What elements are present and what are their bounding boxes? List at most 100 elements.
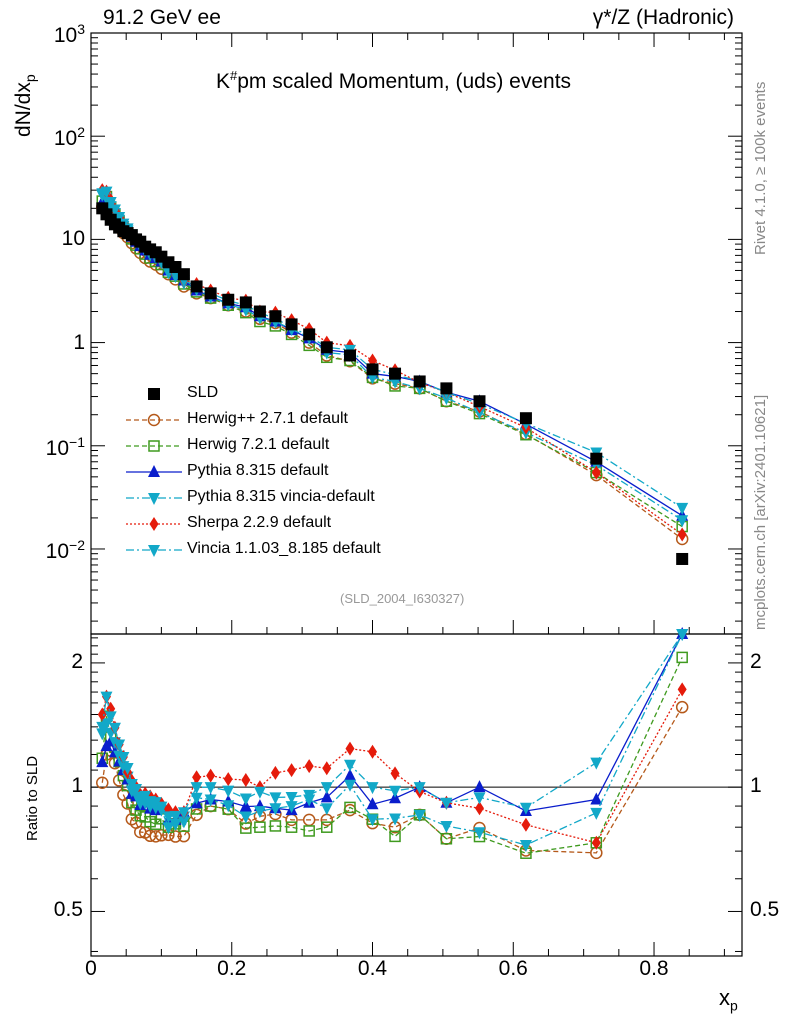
ratio-point — [121, 762, 134, 775]
legend-label: Herwig 7.2.1 default — [187, 436, 330, 454]
ratio-point — [239, 811, 252, 824]
ratio-line — [101, 706, 683, 854]
data-point — [177, 268, 190, 281]
ratio-point — [270, 765, 280, 780]
main-y-tick-label: 102 — [54, 124, 85, 151]
ratio-point — [366, 814, 379, 827]
ratio-point — [321, 821, 333, 833]
legend-marker — [148, 493, 160, 505]
tick-exponent: 2 — [77, 124, 85, 141]
main-ylabel-sub: p — [22, 74, 39, 83]
ratio-point — [96, 755, 109, 768]
data-point — [590, 452, 603, 465]
ratio-point — [149, 797, 162, 810]
ratio-point — [222, 785, 235, 798]
data-point — [239, 296, 252, 309]
ratio-point — [269, 820, 282, 832]
x-tick-label: 0.4 — [357, 956, 388, 980]
ratio-point — [320, 790, 333, 803]
tick-base: 10 — [45, 436, 70, 460]
process-label: γ*/Z (Hadronic) — [592, 6, 734, 29]
ratio-point — [285, 792, 298, 805]
legend-marker — [148, 545, 160, 557]
ratio-y-tick-label-right: 2 — [750, 649, 762, 673]
x-tick-label: 0.8 — [639, 956, 669, 980]
data-point — [104, 197, 117, 210]
ratio-point — [344, 801, 356, 814]
legend-label: Vincia 1.1.03_8.185 default — [187, 540, 381, 558]
legend-label: SLD — [187, 384, 219, 402]
data-point — [676, 502, 689, 515]
ratio-point — [190, 782, 203, 795]
ratio-axis-ticks — [90, 637, 742, 956]
main-y-tick-label: 10−2 — [46, 537, 85, 564]
data-point — [320, 341, 333, 354]
ratio-plot-series — [96, 627, 689, 860]
legend-marker — [149, 517, 159, 531]
tick-base: 10 — [45, 539, 70, 563]
legend-marker — [147, 413, 161, 427]
ratio-point — [303, 789, 316, 802]
ratio-point — [590, 807, 603, 820]
ratio-point — [155, 801, 168, 814]
ratio-point — [389, 813, 402, 826]
ratio-point — [285, 801, 298, 814]
main-y-tick-label: 1 — [73, 331, 85, 355]
ratio-point — [125, 812, 139, 826]
ratio-point — [204, 782, 217, 795]
ratio-point — [366, 797, 379, 810]
ratio-plot-frame — [90, 633, 743, 957]
data-point — [440, 382, 453, 395]
legend — [126, 388, 182, 557]
ratio-point — [130, 783, 143, 796]
ratio-point — [366, 782, 379, 795]
ratio-point — [269, 792, 282, 805]
main-plot-series — [96, 183, 689, 565]
plot-title-base: K — [216, 70, 231, 93]
ratio-point — [343, 779, 356, 792]
data-point — [366, 372, 379, 385]
ratio-point — [96, 776, 109, 790]
ratio-point — [519, 802, 532, 815]
ratio-point — [320, 782, 333, 795]
ratio-series-pythia-8-315-vincia-default — [96, 629, 689, 853]
plot-title-sup: # — [230, 68, 238, 83]
ratio-series-vincia-1-1-03-8-185-default — [96, 629, 689, 824]
main-y-tick-label: 103 — [54, 21, 85, 48]
ratio-point — [389, 830, 401, 843]
x-tick-label: 0.6 — [498, 956, 528, 980]
legend-marker — [148, 440, 160, 452]
tick-exponent: 3 — [77, 21, 85, 37]
ratio-point — [590, 792, 603, 805]
ratio-point — [190, 792, 203, 805]
ratio-point — [390, 766, 400, 781]
ratio-point — [413, 782, 426, 795]
main-axis-ticks — [90, 32, 742, 634]
ratio-point — [169, 818, 182, 831]
main-y-tick-label: 10 — [62, 227, 85, 251]
ratio-point — [117, 752, 130, 765]
ratio-point — [320, 803, 333, 816]
ratio-point — [413, 809, 426, 822]
ratio-y-tick-label: 1 — [71, 774, 83, 798]
energy-label: 91.2 GeV ee — [103, 6, 221, 29]
data-point — [100, 186, 113, 199]
data-point — [473, 395, 486, 408]
ratio-point — [96, 728, 109, 741]
ratio-y-tick-label-right: 0.5 — [750, 898, 780, 922]
data-point — [676, 515, 689, 528]
data-point — [108, 204, 121, 217]
mcplots-label: mcplots.cern.ch [arXiv:2401.10621] — [752, 394, 769, 630]
tick-exponent: −2 — [69, 536, 85, 553]
ratio-point — [108, 722, 121, 735]
ratio-point — [254, 821, 266, 833]
ratio-point — [177, 816, 190, 829]
ratio-point — [473, 780, 486, 793]
ratio-y-tick-label: 2 — [71, 649, 83, 673]
legend-item — [126, 493, 182, 505]
series-sld — [96, 202, 689, 565]
rivet-label: Rivet 4.1.0, ≥ 100k events — [752, 81, 769, 255]
data-point — [389, 367, 402, 380]
ratio-point — [190, 808, 203, 822]
